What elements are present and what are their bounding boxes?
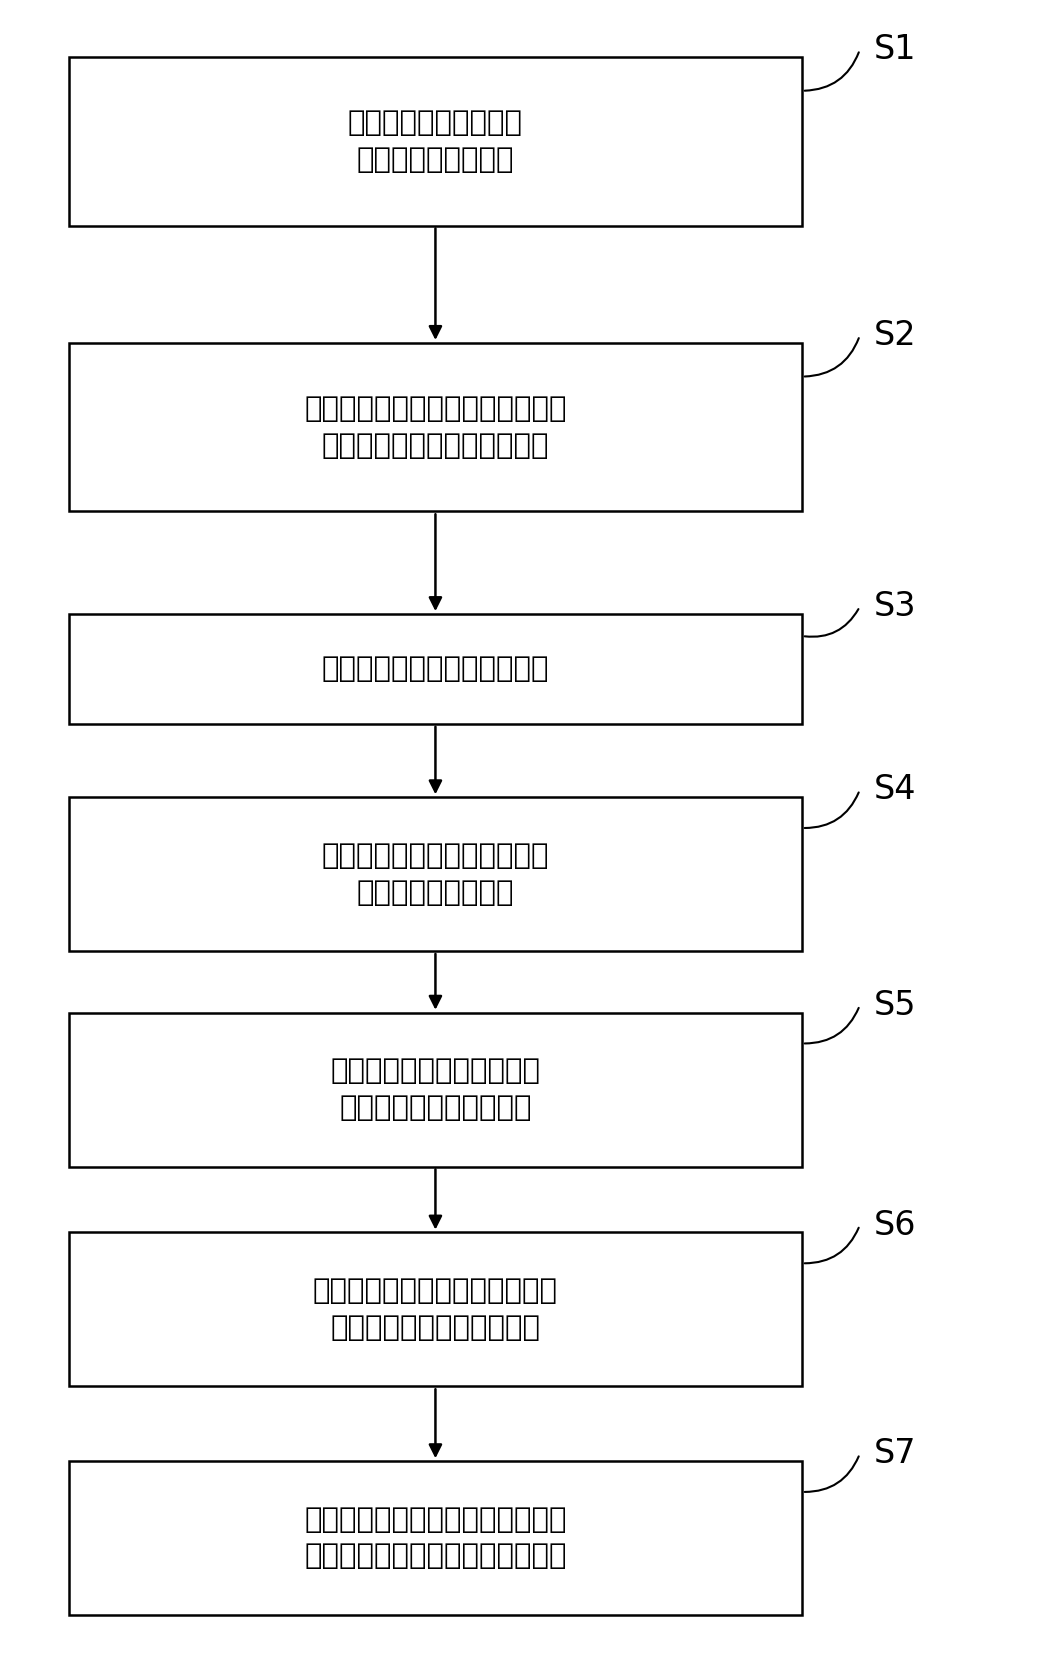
Bar [68,343,802,511]
Bar [68,1013,802,1166]
Text: 构建单时相积雪样本集
和多时相积雪样本集: 构建单时相积雪样本集 和多时相积雪样本集 [348,109,523,174]
Bar [68,797,802,951]
Bar [68,1461,802,1615]
Bar [68,615,802,724]
Text: 对积雪初步识别结果图像进行分类
结果后处理得到积雪识别结果图像: 对积雪初步识别结果图像进行分类 结果后处理得到积雪识别结果图像 [304,1506,566,1571]
Text: S2: S2 [874,318,917,352]
Text: 对多时相高亮地物影像进行掩膜
得到积雪初步识别结果图像: 对多时相高亮地物影像进行掩膜 得到积雪初步识别结果图像 [313,1276,558,1342]
Bar [68,1233,802,1387]
Text: S6: S6 [874,1209,917,1241]
Text: S7: S7 [874,1437,917,1471]
Text: S1: S1 [874,34,917,67]
Text: S3: S3 [874,590,917,623]
Text: S5: S5 [874,988,917,1022]
Text: S4: S4 [874,774,917,806]
Text: 对多时相待识别影像进行掩膜: 对多时相待识别影像进行掩膜 [321,655,550,683]
Bar [68,57,802,226]
Text: 多时相高亮地物影像进行叠加
得到多时相叠加影像: 多时相高亮地物影像进行叠加 得到多时相叠加影像 [321,843,550,906]
Text: 计算多时相待识别影像与单时相积
雪样本之间光谱角度和亮度差: 计算多时相待识别影像与单时相积 雪样本之间光谱角度和亮度差 [304,395,566,459]
Text: 计算多时相叠加影像与多时
相积雪样本之间的相似度: 计算多时相叠加影像与多时 相积雪样本之间的相似度 [331,1057,540,1122]
